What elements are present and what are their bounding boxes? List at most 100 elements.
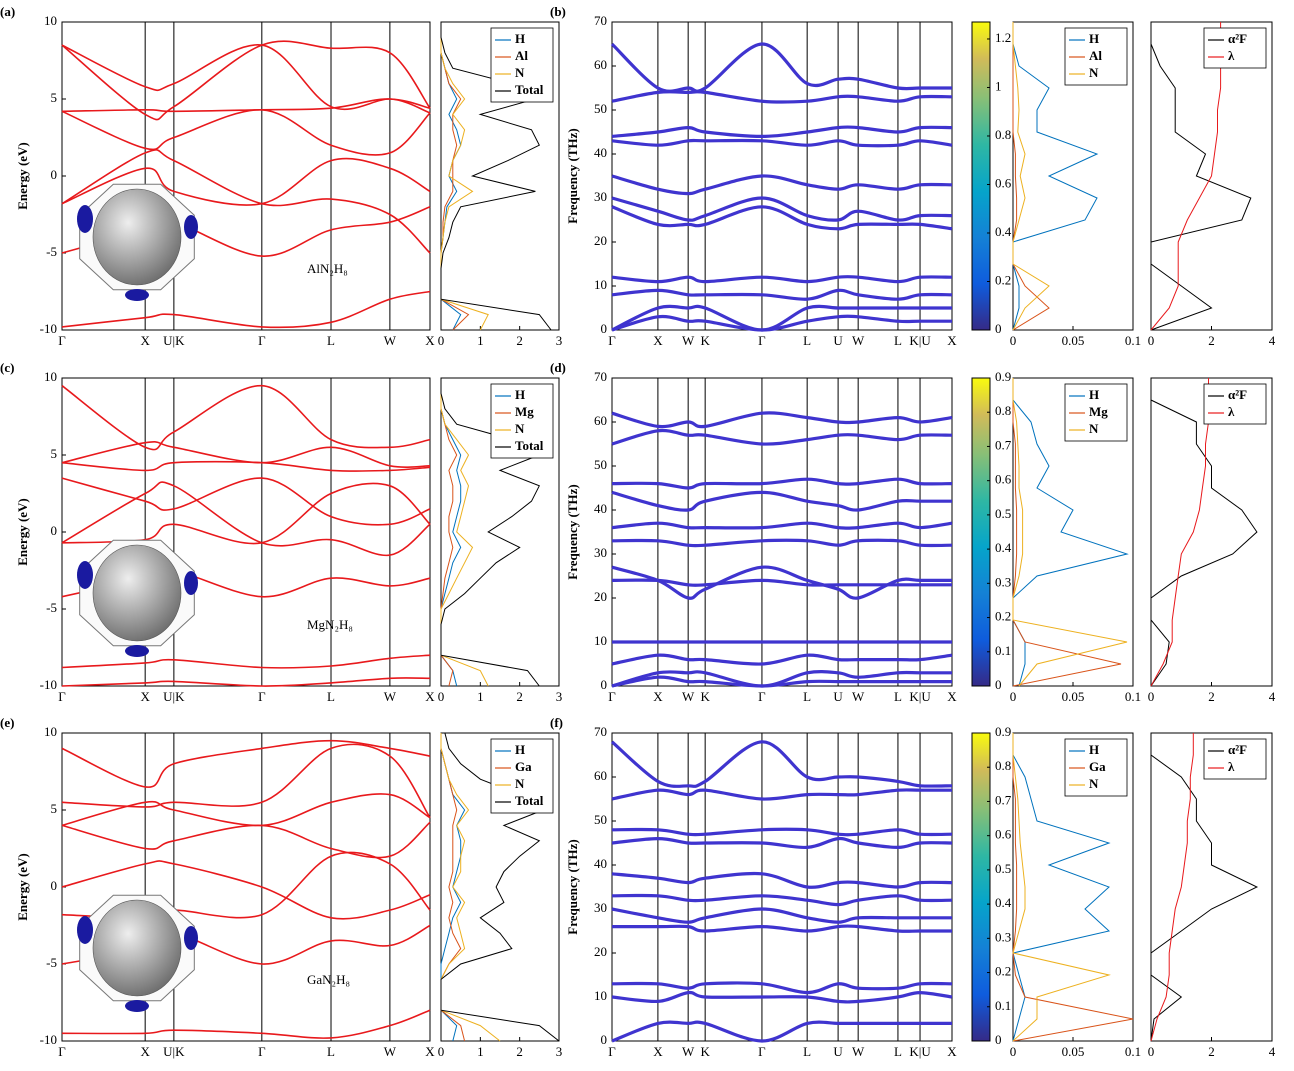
panel-label: (d) xyxy=(550,360,566,375)
y-tick-label: 10 xyxy=(44,13,57,28)
x-tick-label: 2 xyxy=(1208,333,1215,348)
x-tick-label: X xyxy=(140,333,150,348)
x-tick-label: K|U xyxy=(909,1044,931,1059)
colorbar-tick-label: 0.3 xyxy=(995,929,1011,944)
y-tick-label: 50 xyxy=(594,812,607,827)
x-tick-label: 1 xyxy=(477,689,484,704)
y-tick-label: -5 xyxy=(46,955,57,970)
x-tick-label: 0 xyxy=(1148,689,1155,704)
fermi-pocket-blue xyxy=(77,561,93,589)
x-tick-label: 3 xyxy=(556,333,563,348)
y-tick-label: -10 xyxy=(40,677,57,692)
legend-label: N xyxy=(515,776,525,791)
y-tick-label: 30 xyxy=(594,900,607,915)
x-tick-label: 3 xyxy=(556,1044,563,1059)
legend-label: α²F xyxy=(1228,387,1247,402)
fermi-pocket-blue xyxy=(125,1000,149,1012)
x-tick-label: U xyxy=(833,1044,843,1059)
x-tick-label: U|K xyxy=(163,333,185,348)
colorbar-tick-label: 0.6 xyxy=(995,175,1012,190)
legend-label: H xyxy=(515,31,525,46)
legend-label: N xyxy=(1089,421,1099,436)
colorbar-tick-label: 0.8 xyxy=(995,127,1011,142)
x-tick-label: Γ xyxy=(58,1044,66,1059)
colorbar-tick-label: 0.3 xyxy=(995,574,1011,589)
x-tick-label: 0.05 xyxy=(1062,689,1085,704)
band-line xyxy=(612,523,952,528)
legend-label: H xyxy=(1089,387,1099,402)
legend-label: Al xyxy=(515,48,528,63)
band-line xyxy=(612,839,952,848)
x-tick-label: 0 xyxy=(1010,689,1017,704)
colorbar-tick-label: 0.4 xyxy=(995,224,1012,239)
y-tick-label: -5 xyxy=(46,600,57,615)
x-tick-label: K|U xyxy=(909,333,931,348)
band-line xyxy=(612,655,952,664)
x-tick-label: L xyxy=(327,333,335,348)
fermi-pocket xyxy=(93,545,181,641)
band-line xyxy=(612,492,952,510)
legend-label: Total xyxy=(515,438,544,453)
y-axis-label: Energy (eV) xyxy=(15,142,30,210)
x-tick-label: W xyxy=(384,689,397,704)
dos-line xyxy=(1151,733,1193,1041)
colorbar-tick-label: 0.4 xyxy=(995,540,1012,555)
x-tick-label: 0.05 xyxy=(1062,333,1085,348)
x-tick-label: Γ xyxy=(608,1044,616,1059)
legend-label: Al xyxy=(1089,48,1102,63)
x-tick-label: L xyxy=(894,689,902,704)
y-tick-label: 10 xyxy=(594,633,607,648)
x-tick-label: K xyxy=(700,333,710,348)
legend-label: Mg xyxy=(1089,404,1108,419)
y-tick-label: 30 xyxy=(594,189,607,204)
x-tick-label: 0 xyxy=(1148,333,1155,348)
y-tick-label: 5 xyxy=(51,90,58,105)
x-tick-label: Γ xyxy=(58,689,66,704)
y-tick-label: 40 xyxy=(594,501,607,516)
y-axis-label: Energy (eV) xyxy=(15,498,30,566)
x-tick-label: 2 xyxy=(516,1044,523,1059)
colorbar-tick-label: 0.7 xyxy=(995,792,1012,807)
band-line xyxy=(612,873,952,887)
x-tick-label: 0.05 xyxy=(1062,1044,1085,1059)
x-tick-label: 4 xyxy=(1269,689,1276,704)
legend-label: H xyxy=(515,387,525,402)
legend-label: Ga xyxy=(1089,759,1106,774)
legend: HGaN xyxy=(1065,739,1127,796)
colorbar-tick-label: 0.2 xyxy=(995,964,1011,979)
x-tick-label: W xyxy=(384,333,397,348)
dos-line xyxy=(441,378,457,686)
legend-label: λ xyxy=(1228,404,1235,419)
band-line xyxy=(62,678,430,686)
x-tick-label: Γ xyxy=(258,333,266,348)
x-tick-label: 0 xyxy=(1148,1044,1155,1059)
x-tick-label: 0 xyxy=(1010,1044,1017,1059)
y-tick-label: 50 xyxy=(594,457,607,472)
legend-label: H xyxy=(1089,742,1099,757)
y-tick-label: -5 xyxy=(46,244,57,259)
fermi-pocket-blue xyxy=(125,289,149,301)
y-tick-label: 0 xyxy=(51,523,58,538)
band-line xyxy=(612,909,952,922)
y-tick-label: 20 xyxy=(594,233,607,248)
x-tick-label: X xyxy=(425,1044,435,1059)
panel-label: (f) xyxy=(550,715,563,730)
x-tick-label: L xyxy=(894,1044,902,1059)
colorbar-tick-label: 0.2 xyxy=(995,272,1011,287)
x-tick-label: X xyxy=(653,689,663,704)
x-tick-label: X xyxy=(425,333,435,348)
band-line xyxy=(62,655,430,668)
band-line xyxy=(612,1022,952,1041)
x-tick-label: 3 xyxy=(556,689,563,704)
y-tick-label: 30 xyxy=(594,545,607,560)
panel-label: (e) xyxy=(0,715,14,730)
x-tick-label: L xyxy=(327,689,335,704)
compound-label: GaN₂H₈ xyxy=(307,972,350,987)
band-line xyxy=(62,478,430,525)
x-tick-label: Γ xyxy=(258,689,266,704)
band-line xyxy=(612,829,952,834)
fermi-pocket-blue xyxy=(125,645,149,657)
fermi-pocket xyxy=(93,900,181,996)
plot-frame xyxy=(612,22,952,330)
